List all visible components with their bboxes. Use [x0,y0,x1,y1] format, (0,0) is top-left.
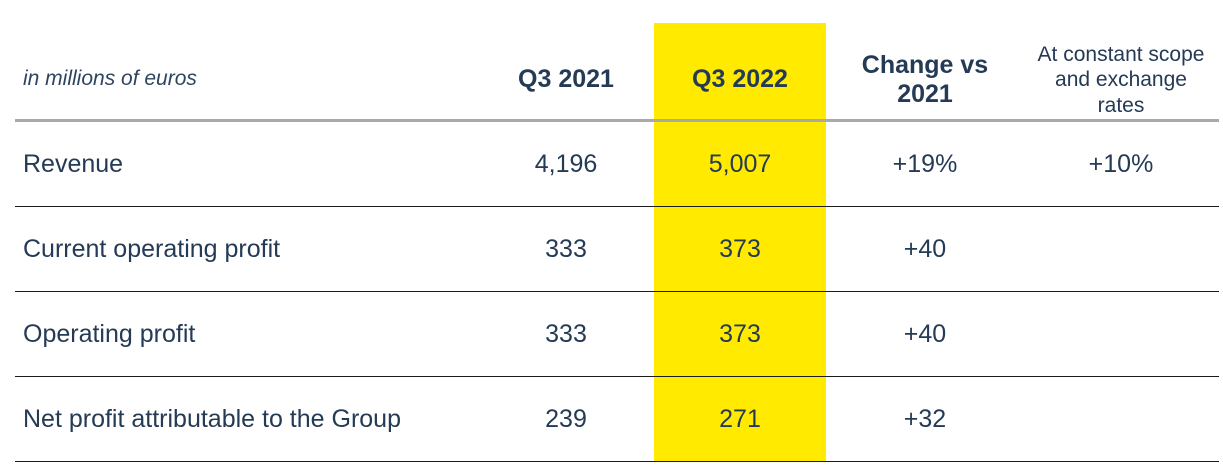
header-divider [15,119,1219,122]
header-change-vs-2021: Change vs 2021 [861,51,989,108]
row-label-operating-profit: Operating profit [23,319,196,348]
row-divider [15,206,1219,207]
cell-current-operating-profit-change: +40 [903,234,947,263]
header-q3-2022: Q3 2022 [692,64,788,93]
row-label-current-operating-profit: Current operating profit [23,234,281,263]
cell-operating-profit-q3-2022: 373 [719,319,761,348]
cell-current-operating-profit-constant [1030,207,1212,291]
cell-current-operating-profit-q3-2021: 333 [545,234,587,263]
q3-2022-column-highlight [654,23,826,461]
cell-operating-profit-constant [1030,292,1212,376]
unit-label: in millions of euros [23,66,197,90]
row-divider [15,291,1219,292]
cell-operating-profit-q3-2021: 333 [545,319,587,348]
cell-net-profit-group-q3-2022: 271 [719,404,761,433]
cell-net-profit-group-change: +32 [903,404,947,433]
cell-revenue-constant: +10% [1088,149,1154,178]
header-constant-scope: At constant scope and exchange rates [1037,43,1205,117]
cell-operating-profit-change: +40 [903,319,947,348]
row-label-net-profit-group: Net profit attributable to the Group [23,404,401,433]
cell-net-profit-group-q3-2021: 239 [545,404,587,433]
header-q3-2021: Q3 2021 [518,64,614,93]
row-divider [15,461,1219,462]
row-label-revenue: Revenue [23,149,124,178]
cell-revenue-q3-2021: 4,196 [534,149,598,178]
cell-revenue-q3-2022: 5,007 [708,149,772,178]
cell-revenue-change: +19% [892,149,958,178]
cell-net-profit-group-constant [1030,377,1212,461]
cell-current-operating-profit-q3-2022: 373 [719,234,761,263]
row-divider [15,376,1219,377]
